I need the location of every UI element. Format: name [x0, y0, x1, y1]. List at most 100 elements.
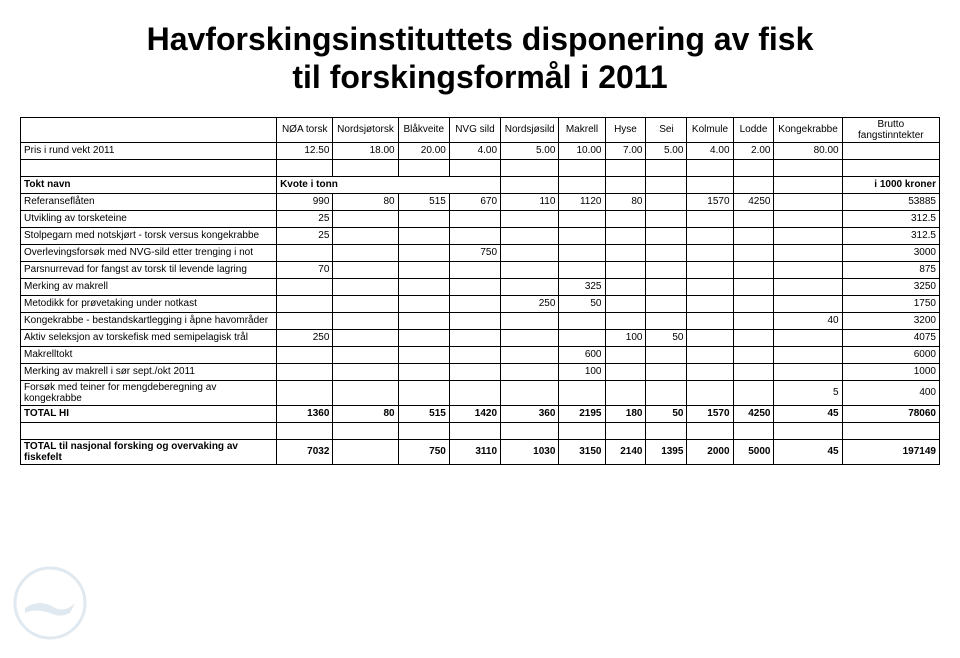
cell [605, 210, 646, 227]
cell [733, 244, 774, 261]
cell [449, 210, 500, 227]
blank-cell [501, 159, 559, 176]
cell: 5.00 [646, 142, 687, 159]
cell: 7.00 [605, 142, 646, 159]
column-header: Makrell [559, 117, 605, 142]
cell [333, 278, 398, 295]
data-table: NØA torskNordsjøtorskBlåkveiteNVG sildNo… [20, 117, 940, 465]
cell [277, 295, 333, 312]
row-label: TOTAL HI [21, 405, 277, 422]
cell: 10.00 [559, 142, 605, 159]
table-row: Merking av makrell i sør sept./okt 20111… [21, 363, 940, 380]
cell [687, 261, 733, 278]
cell [733, 380, 774, 405]
cell: 515 [398, 405, 449, 422]
column-header: NØA torsk [277, 117, 333, 142]
cell: 2195 [559, 405, 605, 422]
cell [501, 312, 559, 329]
cell [449, 295, 500, 312]
cell [398, 380, 449, 405]
cell [501, 329, 559, 346]
blank-cell [559, 422, 605, 439]
row-label: Parsnurrevad for fangst av torsk til lev… [21, 261, 277, 278]
cell [733, 210, 774, 227]
blank-cell [687, 422, 733, 439]
cell: 1395 [646, 439, 687, 464]
cell: 25 [277, 210, 333, 227]
cell: 3150 [559, 439, 605, 464]
table-row: Referanseflåten9908051567011011208015704… [21, 193, 940, 210]
blank-cell [398, 422, 449, 439]
cell [449, 261, 500, 278]
column-header: Kongekrabbe [774, 117, 842, 142]
cell: 53885 [842, 193, 939, 210]
cell [687, 346, 733, 363]
blank-cell [687, 159, 733, 176]
cell [559, 227, 605, 244]
cell: 5.00 [501, 142, 559, 159]
cell: 1000 [842, 363, 939, 380]
cell: 1420 [449, 405, 500, 422]
table-row: Parsnurrevad for fangst av torsk til lev… [21, 261, 940, 278]
blank-cell [842, 422, 939, 439]
cell [646, 312, 687, 329]
table-row: TOTAL til nasjonal forsking og overvakin… [21, 439, 940, 464]
blank-cell [21, 159, 277, 176]
cell: 7032 [277, 439, 333, 464]
cell [733, 363, 774, 380]
blank-cell [449, 159, 500, 176]
cell [277, 380, 333, 405]
table-row: TOTAL HI13608051514203602195180501570425… [21, 405, 940, 422]
cell: 325 [559, 278, 605, 295]
cell: 78060 [842, 405, 939, 422]
cell: 4250 [733, 193, 774, 210]
column-header: Nordsjøsild [501, 117, 559, 142]
blank-cell [449, 422, 500, 439]
cell: 5000 [733, 439, 774, 464]
cell [733, 278, 774, 295]
cell [449, 278, 500, 295]
cell: 4.00 [449, 142, 500, 159]
cell: 990 [277, 193, 333, 210]
cell [605, 346, 646, 363]
cell [398, 363, 449, 380]
blank-cell [277, 159, 333, 176]
cell [733, 346, 774, 363]
blank-cell [398, 159, 449, 176]
cell [501, 210, 559, 227]
cell: 4.00 [687, 142, 733, 159]
cell [774, 210, 842, 227]
column-header: Brutto fangstinntekter [842, 117, 939, 142]
cell [774, 363, 842, 380]
cell: 3110 [449, 439, 500, 464]
cell [398, 346, 449, 363]
cell [687, 380, 733, 405]
column-header: Blåkveite [398, 117, 449, 142]
cell: 2000 [687, 439, 733, 464]
table-row: Kongekrabbe - bestandskartlegging i åpne… [21, 312, 940, 329]
cell [333, 363, 398, 380]
cell [605, 312, 646, 329]
cell [333, 227, 398, 244]
cell: 6000 [842, 346, 939, 363]
cell: 2140 [605, 439, 646, 464]
cell [687, 295, 733, 312]
cell: 80 [333, 405, 398, 422]
blank-cell [277, 422, 333, 439]
cell [449, 312, 500, 329]
cell [333, 439, 398, 464]
cell: 600 [559, 346, 605, 363]
cell: 25 [277, 227, 333, 244]
blank-row [21, 422, 940, 439]
row-label: Aktiv seleksjon av torskefisk med semipe… [21, 329, 277, 346]
cell [398, 244, 449, 261]
cell: 18.00 [333, 142, 398, 159]
row-label: Referanseflåten [21, 193, 277, 210]
cell [646, 295, 687, 312]
blank-cell [733, 159, 774, 176]
cell: 80 [333, 193, 398, 210]
cell [605, 227, 646, 244]
title-line2: til forskingsformål i 2011 [292, 59, 667, 95]
table-row: Metodikk for prøvetaking under notkast25… [21, 295, 940, 312]
cell [559, 244, 605, 261]
